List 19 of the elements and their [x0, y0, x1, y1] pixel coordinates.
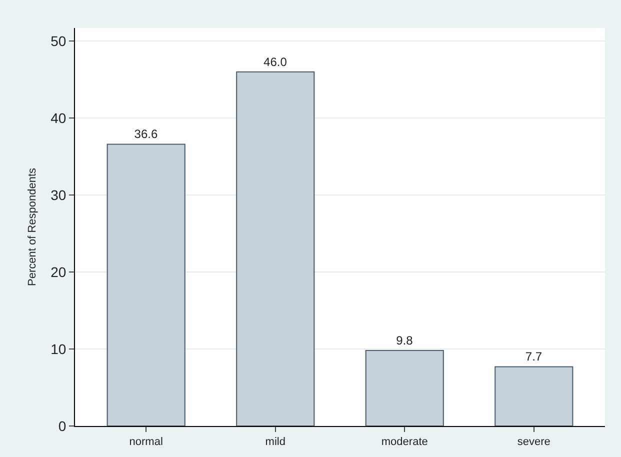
data-label: 46.0 — [264, 54, 288, 69]
y-tick-label: 50 — [50, 32, 66, 49]
data-label: 9.8 — [396, 334, 414, 348]
data-label: 7.7 — [525, 350, 542, 364]
bar — [236, 71, 315, 426]
y-tick-label: 20 — [50, 264, 66, 280]
x-tick-label: mild — [265, 436, 286, 448]
bar — [106, 144, 186, 426]
y-tick-label: 0 — [58, 418, 66, 434]
y-tick-label: 40 — [50, 110, 66, 126]
bar — [365, 350, 444, 426]
y-tick-label: 30 — [50, 186, 66, 203]
bar — [494, 366, 574, 426]
x-tick-label: moderate — [381, 436, 428, 448]
y-axis-title: Percent of Respondents — [26, 167, 38, 286]
x-tick-label: normal — [129, 436, 163, 448]
y-tick-label: 10 — [50, 340, 66, 357]
x-tick-label: severe — [517, 436, 550, 448]
data-label: 36.6 — [134, 127, 158, 142]
